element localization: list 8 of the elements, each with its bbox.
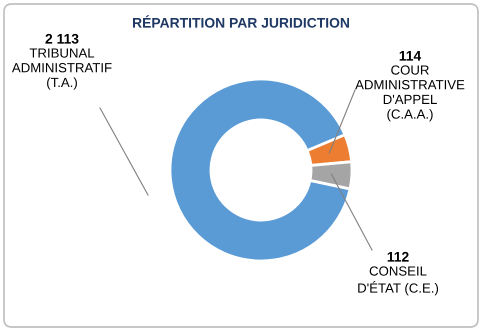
data-label: 2 113 — [45, 34, 78, 44]
data-label: 112 — [388, 252, 409, 262]
slice-label: CONSEIL D'ÉTAT (C.E.) — [358, 266, 438, 296]
donut-slice — [168, 78, 352, 262]
slice-label: TRIBUNAL ADMINISTRATIF (T.A.) — [12, 48, 112, 90]
data-label: 114 — [400, 51, 422, 61]
chart-title: RÉPARTITION PAR JURIDICTION — [132, 15, 349, 28]
slice-label: COUR ADMINISTRATIVE D'APPEL (C.A.A.) — [355, 65, 464, 122]
